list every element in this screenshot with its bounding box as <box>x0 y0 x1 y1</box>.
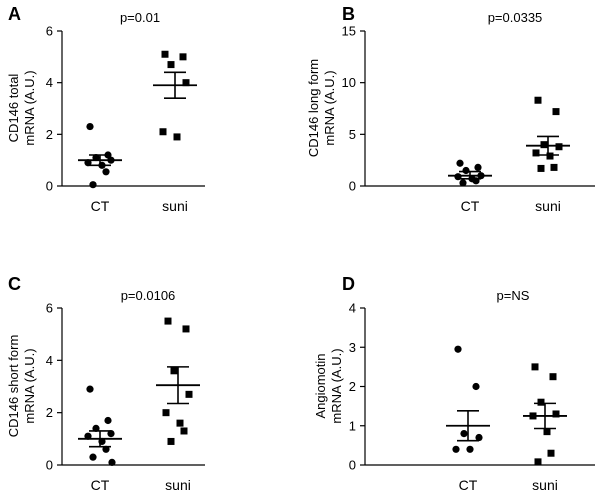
data-point <box>452 445 460 453</box>
x-category-label: CT <box>91 477 110 493</box>
data-point <box>459 179 467 187</box>
y-axis-label-line: mRNA (A.U.) <box>329 348 344 423</box>
y-axis-label: CD146 long formmRNA (A.U.) <box>306 59 337 157</box>
data-point <box>462 166 470 175</box>
data-point <box>540 141 548 149</box>
y-tick-label: 6 <box>46 24 53 39</box>
data-point <box>555 143 563 151</box>
data-point <box>176 419 184 427</box>
data-point <box>167 437 175 445</box>
data-point <box>460 430 468 438</box>
data-point <box>552 410 560 418</box>
data-point <box>108 458 116 466</box>
data-point <box>167 61 175 69</box>
p-value-annotation: p=0.0335 <box>488 10 543 25</box>
y-axis-label: AngiomotinmRNA (A.U.) <box>313 348 344 423</box>
p-value-annotation: p=0.01 <box>120 10 160 25</box>
data-point <box>472 382 480 391</box>
data-point <box>102 168 110 176</box>
x-category-label: suni <box>165 477 191 493</box>
y-axis-label-line: CD146 long form <box>306 59 321 157</box>
y-axis-label: CD146 totalmRNA (A.U.) <box>6 70 37 145</box>
p-value-annotation: p=NS <box>497 288 530 303</box>
data-point <box>546 152 554 160</box>
data-point <box>92 424 100 432</box>
data-point <box>89 181 97 189</box>
data-point <box>474 163 482 171</box>
data-point <box>173 133 181 141</box>
data-point <box>543 428 551 436</box>
data-point <box>550 163 558 171</box>
y-axis-label-line: mRNA (A.U.) <box>322 70 337 145</box>
x-category-label: suni <box>162 198 188 214</box>
data-point <box>466 445 474 453</box>
y-tick-label: 2 <box>46 405 53 420</box>
panel-c: Cp=0.0106 CD146 short formmRNA (A.U.) 0 2 4 6… <box>6 274 205 493</box>
y-axis-label-line: mRNA (A.U.) <box>22 70 37 145</box>
data-point <box>185 390 193 398</box>
y-tick-label: 0 <box>46 458 53 473</box>
y-axis-label-line: Angiomotin <box>313 353 328 418</box>
y-tick-label: 2 <box>349 379 356 394</box>
data-point <box>534 458 542 466</box>
y-tick-label: 1 <box>349 418 356 433</box>
data-point <box>107 430 115 438</box>
x-category-label: CT <box>459 477 478 493</box>
y-tick-label: 4 <box>46 353 53 368</box>
data-point <box>162 409 170 417</box>
data-point <box>534 96 542 104</box>
data-point <box>532 149 540 157</box>
y-tick-label: 15 <box>342 24 356 39</box>
data-point <box>164 317 172 325</box>
y-tick-label: 4 <box>349 301 356 316</box>
data-point <box>179 53 187 61</box>
y-axis-label: CD146 short formmRNA (A.U.) <box>6 335 37 438</box>
y-axis-label-line: mRNA (A.U.) <box>22 348 37 423</box>
panel-letter: B <box>342 4 355 24</box>
data-point <box>547 449 555 457</box>
data-point <box>170 367 178 375</box>
data-point <box>182 325 190 333</box>
y-tick-label: 3 <box>349 340 356 355</box>
data-point <box>549 373 557 381</box>
y-axis-label-line: CD146 total <box>6 74 21 143</box>
x-category-label: CT <box>461 198 480 214</box>
data-point <box>182 79 190 87</box>
data-point <box>531 363 539 371</box>
panel-letter: A <box>8 4 21 24</box>
x-category-label: suni <box>535 198 561 214</box>
y-tick-label: 10 <box>342 75 356 90</box>
y-tick-label: 0 <box>349 179 356 194</box>
data-point <box>537 164 545 172</box>
p-value-annotation: p=0.0106 <box>121 288 176 303</box>
data-point <box>86 122 94 131</box>
panel-d: Dp=NS AngiomotinmRNA (A.U.) 0 1 2 3 4 CT suni <box>313 274 595 493</box>
y-tick-label: 4 <box>46 75 53 90</box>
panel-letter: C <box>8 274 21 294</box>
data-point <box>475 433 483 442</box>
y-tick-label: 0 <box>349 458 356 473</box>
x-category-label: CT <box>91 198 110 214</box>
data-point <box>159 128 167 136</box>
data-point <box>161 50 169 58</box>
data-point <box>537 398 545 406</box>
panel-letter: D <box>342 274 355 294</box>
data-point <box>102 445 110 453</box>
y-tick-label: 2 <box>46 127 53 142</box>
data-point <box>456 159 464 167</box>
data-point <box>89 453 97 461</box>
y-tick-label: 6 <box>46 301 53 316</box>
data-point <box>552 108 560 116</box>
data-point <box>104 416 112 425</box>
y-axis-label-line: CD146 short form <box>6 335 21 438</box>
y-tick-label: 0 <box>46 179 53 194</box>
x-category-label: suni <box>532 477 558 493</box>
data-point <box>86 385 94 393</box>
y-tick-label: 5 <box>349 127 356 142</box>
data-point <box>180 427 188 435</box>
data-point <box>454 345 462 353</box>
